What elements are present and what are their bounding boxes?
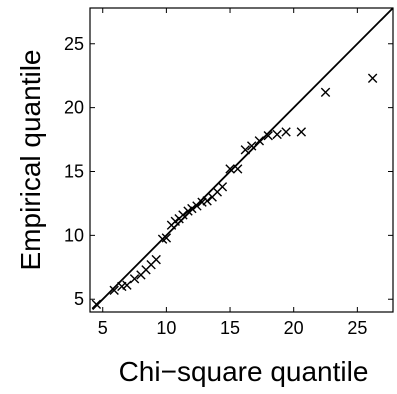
x-tick-label: 15 (220, 318, 240, 338)
y-tick-label: 15 (64, 161, 84, 181)
data-point (151, 254, 161, 265)
plot-frame (89, 7, 394, 313)
y-tick-label: 20 (64, 98, 84, 118)
data-point (263, 131, 273, 141)
data-point (320, 87, 331, 97)
data-point (225, 164, 235, 174)
data-point (217, 182, 228, 192)
data-point (246, 141, 257, 151)
reference-line (91, 7, 394, 311)
data-point (161, 233, 172, 243)
data-point (296, 127, 307, 137)
x-tick-label: 25 (347, 318, 367, 338)
x-tick-label: 20 (284, 318, 304, 338)
y-tick-label: 10 (64, 225, 84, 245)
y-axis-title: Empirical quantile (15, 50, 46, 271)
data-point (129, 274, 140, 284)
y-axis-ticks: 5 10 15 20 25 (64, 34, 393, 309)
y-tick-label: 5 (74, 289, 84, 309)
x-axis-ticks: 5 10 15 20 25 (98, 8, 367, 338)
x-tick-label: 10 (156, 318, 176, 338)
data-point (272, 129, 282, 140)
x-tick-label: 5 (98, 318, 108, 338)
data-point (122, 280, 132, 290)
data-point (178, 210, 188, 220)
data-points (91, 73, 378, 310)
data-point (281, 127, 291, 137)
data-point (367, 73, 378, 83)
x-axis-title: Chi−square quantile (119, 356, 369, 387)
y-tick-label: 25 (64, 34, 84, 54)
data-point (109, 285, 119, 295)
